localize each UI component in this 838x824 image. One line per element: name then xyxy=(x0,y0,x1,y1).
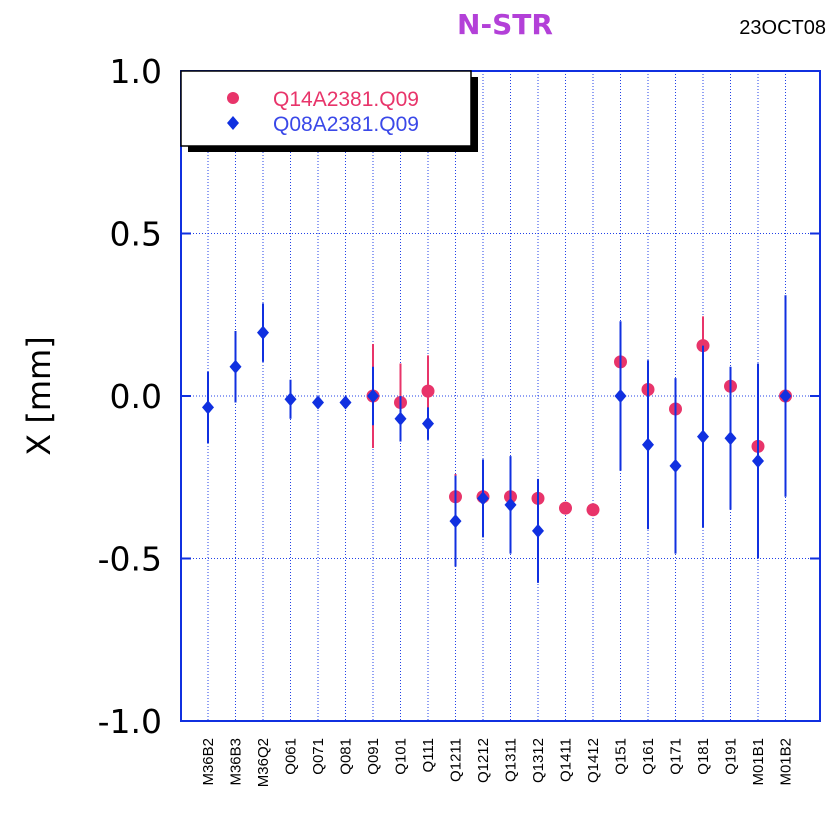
x-tick-label: Q081 xyxy=(338,738,355,775)
x-tick-label: Q111 xyxy=(420,738,437,772)
data-point-diamond xyxy=(202,400,214,415)
data-point-diamond xyxy=(614,389,627,403)
chart-title: N-STR xyxy=(457,8,553,41)
x-tick-label: M36Q2 xyxy=(255,738,272,787)
legend-box xyxy=(180,70,472,147)
legend-marker-circle xyxy=(227,92,239,104)
data-point-circle xyxy=(559,501,572,515)
data-point-diamond xyxy=(477,491,489,506)
data-point-diamond xyxy=(229,359,242,374)
x-tick-label: Q101 xyxy=(393,738,410,775)
x-tick-label: Q1411 xyxy=(558,738,575,782)
x-tick-label: Q071 xyxy=(310,738,327,775)
x-tick-label: Q191 xyxy=(723,738,740,775)
y-tick-label: -0.5 xyxy=(98,540,162,579)
x-tick-label: Q1211 xyxy=(448,738,465,782)
data-point-diamond xyxy=(669,458,682,473)
series-1 xyxy=(366,316,792,520)
chart-date: 23OCT08 xyxy=(739,17,826,39)
x-tick-label: Q091 xyxy=(365,738,382,775)
horizontal-grid xyxy=(181,70,820,722)
data-point-diamond xyxy=(312,395,324,410)
data-point-diamond xyxy=(752,454,764,468)
data-point-diamond xyxy=(532,523,544,538)
data-point-diamond xyxy=(642,437,654,452)
x-tick-label: M36B3 xyxy=(228,738,245,786)
y-axis-ticks: 1.0 0.5 0.0 -0.5 -1.0 xyxy=(98,52,820,741)
data-point-diamond xyxy=(367,389,379,403)
x-tick-label: Q061 xyxy=(283,738,300,775)
legend-label-series-2: Q08A2381.Q09 xyxy=(273,113,419,136)
data-point-diamond xyxy=(724,431,737,446)
data-point-diamond xyxy=(257,325,269,340)
x-tick-label: Q1412 xyxy=(585,738,602,783)
data-point-diamond xyxy=(422,416,434,431)
y-axis-label: X [mm] xyxy=(20,336,58,455)
legend: Q14A2381.Q09 Q08A2381.Q09 xyxy=(180,70,478,152)
x-tick-label: Q161 xyxy=(640,738,657,775)
x-tick-label: M36B2 xyxy=(200,738,217,786)
y-tick-label: 0.0 xyxy=(110,377,162,416)
x-tick-label: Q171 xyxy=(668,738,685,775)
data-point-diamond xyxy=(339,395,352,410)
data-point-diamond xyxy=(449,514,462,529)
y-tick-label: -1.0 xyxy=(98,702,162,741)
x-tick-label: Q1312 xyxy=(530,738,547,783)
x-axis-ticks: M36B2 M36B3 M36Q2 Q061 Q071 Q081 Q091 Q101 Q111 Q… xyxy=(200,738,795,787)
x-tick-label: Q151 xyxy=(613,738,630,775)
legend-label-series-1: Q14A2381.Q09 xyxy=(273,88,419,111)
data-point-circle xyxy=(586,503,600,517)
data-point-diamond xyxy=(504,497,517,512)
y-tick-label: 1.0 xyxy=(110,52,162,91)
x-tick-label: Q1212 xyxy=(475,738,492,783)
x-tick-label: Q1311 xyxy=(503,738,520,782)
data-point-diamond xyxy=(394,411,407,426)
y-tick-label: 0.5 xyxy=(110,215,162,254)
x-tick-label: M01B2 xyxy=(778,738,795,786)
data-point-diamond xyxy=(779,389,792,403)
series-layer xyxy=(202,295,792,583)
x-tick-label: M01B1 xyxy=(750,738,767,786)
x-tick-label: Q181 xyxy=(695,738,712,775)
data-point-circle xyxy=(421,384,435,398)
data-point-diamond xyxy=(697,429,709,444)
legend-marker-diamond xyxy=(227,116,239,130)
data-point-diamond xyxy=(284,392,297,407)
series-2 xyxy=(202,295,792,583)
